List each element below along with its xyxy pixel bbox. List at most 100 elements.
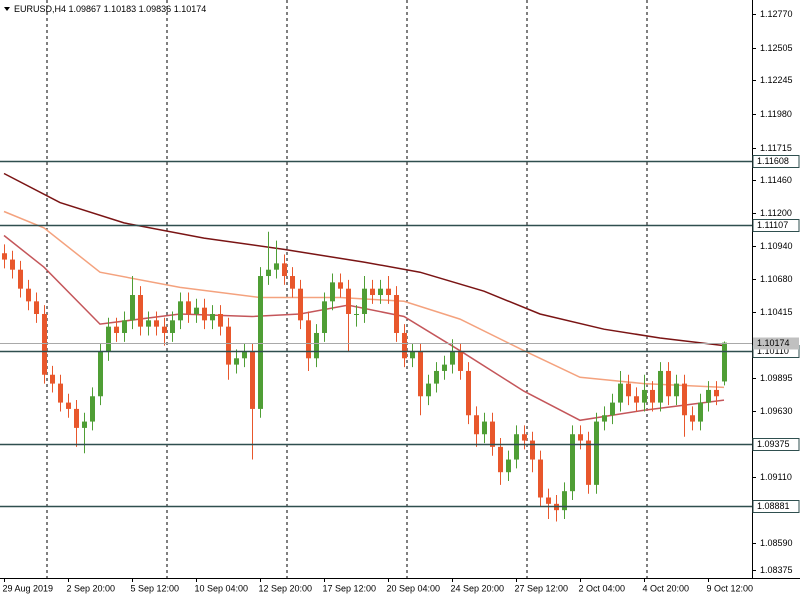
candle-body bbox=[602, 415, 607, 422]
last-low: 1.09836 bbox=[139, 4, 172, 14]
candle-body bbox=[370, 288, 375, 296]
level-label: 1.11107 bbox=[757, 220, 788, 230]
y-tick-label: 1.11980 bbox=[760, 109, 792, 119]
candle-body bbox=[154, 320, 159, 327]
candle-body bbox=[146, 320, 151, 327]
y-tick-label: 1.12505 bbox=[760, 43, 793, 53]
y-tick-label: 1.11200 bbox=[760, 208, 792, 218]
y-tick-label: 1.12245 bbox=[760, 75, 793, 85]
candle-body bbox=[162, 326, 167, 333]
level-label: 1.11608 bbox=[757, 156, 789, 166]
y-tick-label: 1.12770 bbox=[760, 9, 793, 19]
candle-body bbox=[138, 295, 143, 327]
x-tick-label: 20 Sep 04:00 bbox=[387, 583, 441, 593]
candle-body bbox=[434, 370, 439, 384]
x-tick-label: 27 Sep 12:00 bbox=[515, 583, 569, 593]
x-tick-label: 12 Sep 20:00 bbox=[259, 583, 313, 593]
candle-body bbox=[618, 383, 623, 403]
last-open: 1.09867 bbox=[69, 4, 102, 14]
candle-body bbox=[346, 288, 351, 314]
candle-body bbox=[394, 295, 399, 333]
candle-body bbox=[234, 358, 239, 365]
candle-body bbox=[282, 263, 287, 277]
candle-body bbox=[2, 253, 7, 260]
candle-body bbox=[418, 351, 423, 397]
current-price-label: 1.10174 bbox=[757, 338, 790, 348]
level-label-box bbox=[752, 500, 800, 513]
x-tick-label: 10 Sep 04:00 bbox=[195, 583, 249, 593]
x-tick-label: 4 Oct 20:00 bbox=[643, 583, 690, 593]
candle-body bbox=[378, 288, 383, 296]
candle-body bbox=[74, 408, 79, 428]
candle-body bbox=[218, 313, 223, 327]
candle-body bbox=[322, 301, 327, 333]
candle-body bbox=[578, 434, 583, 441]
candle-body bbox=[466, 370, 471, 416]
candle-body bbox=[186, 301, 191, 314]
candle-body bbox=[362, 288, 367, 314]
candle-body bbox=[66, 402, 71, 409]
candle-body bbox=[274, 263, 279, 270]
y-tick-label: 1.11715 bbox=[760, 143, 792, 153]
candle-body bbox=[202, 307, 207, 321]
candle-body bbox=[330, 282, 335, 302]
candle-body bbox=[402, 332, 407, 359]
last-close: 1.10174 bbox=[174, 4, 207, 14]
candle-body bbox=[122, 320, 127, 333]
candle-body bbox=[674, 383, 679, 397]
candle-body bbox=[34, 301, 39, 314]
current-price-box bbox=[753, 337, 799, 350]
candle-body bbox=[58, 383, 63, 403]
last-high: 1.10183 bbox=[104, 4, 137, 14]
candle-body bbox=[42, 313, 47, 375]
candle-body bbox=[594, 421, 599, 485]
candle-body bbox=[722, 342, 727, 382]
candle-body bbox=[386, 288, 391, 296]
candle-body bbox=[426, 383, 431, 397]
candle-body bbox=[298, 288, 303, 321]
candle-body bbox=[130, 295, 135, 321]
candle-body bbox=[626, 383, 631, 397]
level-label-box bbox=[752, 438, 800, 451]
candle-body bbox=[290, 276, 295, 289]
y-tick-label: 1.10680 bbox=[760, 274, 793, 284]
candle-body bbox=[194, 307, 199, 314]
axes: 1.12770 1.12505 1.12245 1.11980 1.11715 1.114… bbox=[3, 9, 800, 593]
candle-body bbox=[314, 332, 319, 359]
candle-body bbox=[682, 383, 687, 416]
candle-body bbox=[498, 446, 503, 473]
header: EURUSD,H4 1.09867 1.10183 1.09836 1.1017… bbox=[4, 4, 206, 14]
y-tick-label: 1.10415 bbox=[760, 307, 793, 317]
symbol: EURUSD,H4 bbox=[14, 4, 66, 14]
level-label: 1.09375 bbox=[757, 439, 790, 449]
candle-body bbox=[706, 389, 711, 403]
candle-body bbox=[82, 421, 87, 428]
candle-body bbox=[650, 389, 655, 403]
candle-body bbox=[226, 326, 231, 365]
period-separators bbox=[46, 0, 648, 578]
y-tick-label: 1.09895 bbox=[760, 373, 793, 383]
candle-body bbox=[666, 370, 671, 397]
level-label: 1.10110 bbox=[757, 346, 789, 356]
header-text: EURUSD,H4 1.09867 1.10183 1.09836 1.1017… bbox=[14, 4, 206, 14]
y-tick-label: 1.09110 bbox=[760, 472, 792, 482]
candle-body bbox=[714, 389, 719, 397]
candle-body bbox=[250, 351, 255, 409]
candle-body bbox=[458, 351, 463, 371]
candle-body bbox=[530, 440, 535, 460]
candle-body bbox=[18, 269, 23, 289]
level-label: 1.08881 bbox=[757, 501, 790, 511]
x-tick-label: 2 Oct 04:00 bbox=[579, 583, 626, 593]
y-tick-label: 1.11460 bbox=[760, 175, 792, 185]
candle-body bbox=[306, 320, 311, 359]
candle-body bbox=[258, 276, 263, 409]
level-label-box bbox=[752, 155, 800, 168]
x-tick-label: 17 Sep 12:00 bbox=[323, 583, 377, 593]
candle-body bbox=[658, 370, 663, 403]
candle-body bbox=[586, 440, 591, 485]
y-tick-label: 1.08590 bbox=[760, 538, 793, 548]
candle-body bbox=[114, 326, 119, 333]
x-tick-label: 2 Sep 20:00 bbox=[67, 583, 116, 593]
